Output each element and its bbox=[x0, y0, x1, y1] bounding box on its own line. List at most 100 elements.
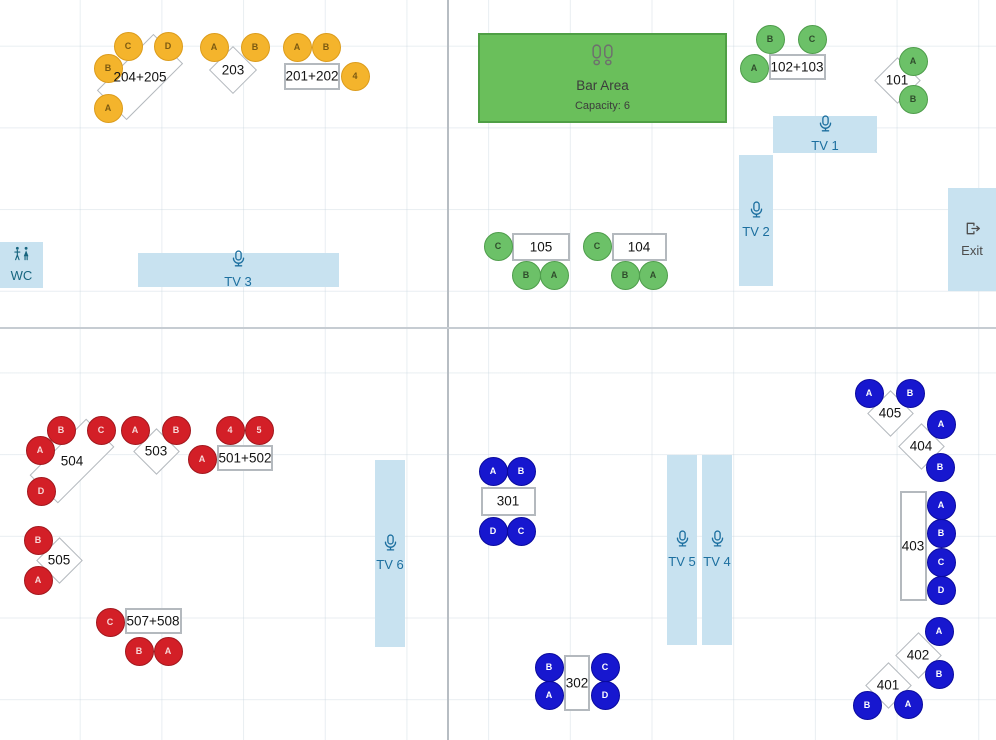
seat-404-a[interactable]: A bbox=[926, 409, 956, 439]
table-104[interactable] bbox=[611, 233, 667, 261]
seat-504-d[interactable]: D bbox=[26, 476, 56, 506]
seat-201-202-4[interactable]: 4 bbox=[340, 61, 370, 91]
quadrant-divider-vertical bbox=[447, 0, 449, 740]
seat-503-a[interactable]: A bbox=[120, 415, 150, 445]
table-label-401: 401 bbox=[876, 677, 900, 693]
seat-404-b[interactable]: B bbox=[925, 452, 955, 482]
seat-302-b[interactable]: B bbox=[534, 652, 564, 682]
tv-2: TV 2 bbox=[739, 155, 773, 286]
table-label-405: 405 bbox=[878, 405, 902, 421]
seat-104-a[interactable]: A bbox=[638, 260, 668, 290]
table-302[interactable] bbox=[564, 655, 590, 711]
seat-105-b[interactable]: B bbox=[511, 260, 541, 290]
table-label-102-103: 102+103 bbox=[770, 59, 824, 75]
seat-504-c[interactable]: C bbox=[86, 415, 116, 445]
seat-105-c[interactable]: C bbox=[483, 231, 513, 261]
table-507-508[interactable] bbox=[124, 608, 182, 634]
seat-505-a[interactable]: A bbox=[23, 565, 53, 595]
seat-504-a[interactable]: A bbox=[25, 435, 55, 465]
seat-405-a[interactable]: A bbox=[854, 378, 884, 408]
table-label-104: 104 bbox=[627, 239, 651, 255]
seat-102-103-b[interactable]: B bbox=[755, 24, 785, 54]
table-label-203: 203 bbox=[221, 62, 245, 78]
footprints-icon bbox=[589, 44, 616, 72]
seat-203-b[interactable]: B bbox=[240, 32, 270, 62]
table-201-202[interactable] bbox=[284, 62, 340, 90]
seat-301-b[interactable]: B bbox=[506, 456, 536, 486]
seat-204-205-a[interactable]: A bbox=[93, 93, 123, 123]
seat-101-a[interactable]: A bbox=[898, 46, 928, 76]
seat-201-202-b[interactable]: B bbox=[311, 32, 341, 62]
tv-2-label: TV 2 bbox=[742, 224, 770, 240]
seat-302-d[interactable]: D bbox=[590, 680, 620, 710]
tv-1: TV 1 bbox=[773, 115, 877, 154]
seat-403-c[interactable]: C bbox=[926, 547, 956, 577]
seat-503-b[interactable]: B bbox=[161, 415, 191, 445]
table-403[interactable] bbox=[899, 491, 927, 601]
mic-icon bbox=[383, 534, 398, 557]
seat-405-b[interactable]: B bbox=[895, 378, 925, 408]
seat-105-a[interactable]: A bbox=[539, 260, 569, 290]
seat-507-508-a[interactable]: A bbox=[153, 636, 183, 666]
mic-icon bbox=[710, 530, 725, 553]
seat-401-b[interactable]: B bbox=[852, 690, 882, 720]
seat-501-502-4[interactable]: 4 bbox=[215, 415, 245, 445]
seat-504-b[interactable]: B bbox=[46, 415, 76, 445]
seat-301-d[interactable]: D bbox=[478, 516, 508, 546]
seat-401-a[interactable]: A bbox=[893, 689, 923, 719]
seat-204-205-d[interactable]: D bbox=[153, 31, 183, 61]
seat-501-502-5[interactable]: 5 bbox=[244, 415, 274, 445]
table-label-101: 101 bbox=[885, 72, 909, 88]
bar-area[interactable]: Bar Area Capacity: 6 bbox=[478, 33, 727, 123]
tv-6: TV 6 bbox=[375, 460, 405, 647]
table-label-505: 505 bbox=[47, 552, 71, 568]
seat-403-b[interactable]: B bbox=[926, 518, 956, 548]
exit-icon bbox=[963, 220, 982, 242]
seat-302-a[interactable]: A bbox=[534, 680, 564, 710]
table-105[interactable] bbox=[512, 233, 570, 261]
seat-501-502-a[interactable]: A bbox=[187, 444, 217, 474]
seat-403-d[interactable]: D bbox=[926, 575, 956, 605]
seat-204-205-c[interactable]: C bbox=[113, 31, 143, 61]
tv-1-label: TV 1 bbox=[811, 138, 839, 154]
exit-label: Exit bbox=[961, 242, 983, 258]
seat-104-c[interactable]: C bbox=[582, 231, 612, 261]
table-label-201-202: 201+202 bbox=[285, 68, 339, 84]
seat-301-a[interactable]: A bbox=[478, 456, 508, 486]
table-301[interactable] bbox=[480, 486, 536, 516]
bar-area-label: Bar Area bbox=[576, 78, 629, 94]
table-label-403: 403 bbox=[901, 538, 925, 554]
mic-icon bbox=[749, 201, 764, 224]
seat-104-b[interactable]: B bbox=[610, 260, 640, 290]
seat-507-508-b[interactable]: B bbox=[124, 636, 154, 666]
tv-3-label: TV 3 bbox=[224, 273, 252, 289]
mic-icon bbox=[675, 530, 690, 553]
seat-201-202-a[interactable]: A bbox=[282, 32, 312, 62]
seat-203-a[interactable]: A bbox=[199, 32, 229, 62]
tv-4-label: TV 4 bbox=[703, 553, 731, 569]
seat-102-103-c[interactable]: C bbox=[797, 24, 827, 54]
seat-302-c[interactable]: C bbox=[590, 652, 620, 682]
seat-403-a[interactable]: A bbox=[926, 490, 956, 520]
seat-402-b[interactable]: B bbox=[924, 659, 954, 689]
seat-505-b[interactable]: B bbox=[23, 525, 53, 555]
seat-301-c[interactable]: C bbox=[506, 516, 536, 546]
table-label-503: 503 bbox=[144, 443, 168, 459]
seat-204-205-b[interactable]: B bbox=[93, 53, 123, 83]
seat-101-b[interactable]: B bbox=[898, 84, 928, 114]
seat-102-103-a[interactable]: A bbox=[739, 53, 769, 83]
seat-402-a[interactable]: A bbox=[924, 616, 954, 646]
table-label-302: 302 bbox=[565, 675, 589, 691]
seat-507-508-c[interactable]: C bbox=[95, 607, 125, 637]
table-label-504: 504 bbox=[60, 453, 84, 469]
table-102-103[interactable] bbox=[768, 54, 826, 80]
wc-label: WC bbox=[10, 267, 33, 283]
bar-area-capacity: Capacity: 6 bbox=[574, 99, 631, 112]
table-501-502[interactable] bbox=[217, 445, 273, 471]
table-label-301: 301 bbox=[496, 493, 520, 509]
table-label-501-502: 501+502 bbox=[218, 450, 272, 466]
tv-6-label: TV 6 bbox=[376, 557, 404, 573]
table-label-204-205: 204+205 bbox=[113, 69, 167, 85]
exit: Exit bbox=[948, 188, 996, 291]
